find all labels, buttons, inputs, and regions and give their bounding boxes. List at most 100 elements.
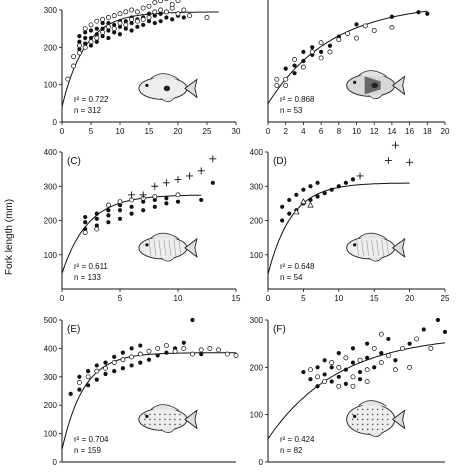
fish-scale-dot — [376, 413, 379, 416]
data-point — [88, 39, 94, 45]
data-point — [83, 214, 88, 220]
x-tick-label: 30 — [232, 127, 241, 136]
fish-illustration-icon — [346, 70, 406, 99]
fish-scale-line — [148, 239, 152, 256]
data-point — [350, 177, 356, 182]
fish-scale-dot — [169, 413, 171, 416]
data-point — [356, 172, 364, 180]
data-point — [190, 351, 195, 357]
data-point — [322, 358, 327, 363]
chart-panel: 0 5 10 15 20 25 100 200 300 400 (D) r² = 0.648 n = 5… — [250, 141, 450, 303]
fish-scale-dot — [381, 423, 384, 426]
fish-scale-line — [163, 239, 167, 256]
data-point — [164, 196, 169, 201]
data-point — [210, 180, 215, 185]
fish-scale-dot — [144, 423, 146, 426]
data-point — [274, 82, 280, 88]
data-point — [301, 187, 306, 192]
fish-scale-dot — [361, 428, 364, 431]
fish-scale-line — [173, 239, 177, 256]
y-tick-label: 400 — [44, 344, 58, 353]
x-tick-label: 10 — [116, 127, 125, 136]
fish-scale-dot — [174, 413, 176, 416]
data-point — [112, 22, 117, 28]
data-point — [77, 47, 82, 52]
fish-scale-dot — [149, 418, 151, 421]
data-point — [393, 358, 398, 363]
data-point — [100, 16, 106, 22]
data-point — [152, 204, 157, 209]
fish-anal-fin — [160, 428, 176, 433]
data-point — [400, 345, 405, 351]
data-point — [158, 0, 164, 4]
data-point — [365, 355, 370, 360]
fish-scale-dot — [366, 408, 369, 411]
fish-scale-dot — [149, 423, 151, 426]
data-point — [117, 216, 123, 221]
data-point — [82, 44, 88, 50]
y-tick-label: 100 — [44, 430, 58, 439]
fish-scale-dot — [371, 428, 374, 431]
data-point — [155, 353, 160, 358]
data-point — [416, 10, 421, 15]
data-point — [105, 202, 111, 208]
data-point — [318, 40, 324, 46]
data-point — [103, 365, 108, 371]
data-point — [345, 31, 351, 36]
fish-scale-dot — [381, 418, 384, 421]
data-point — [199, 197, 204, 203]
data-point — [94, 39, 99, 44]
data-point — [138, 360, 143, 365]
data-point — [86, 369, 91, 374]
fish-eye — [353, 80, 357, 84]
fish-eye — [353, 414, 357, 418]
data-point — [407, 341, 412, 346]
fish-scale-dot — [356, 418, 359, 421]
data-point — [425, 11, 430, 16]
data-point — [94, 211, 99, 216]
data-point — [287, 197, 292, 203]
y-tick-label: 500 — [44, 316, 58, 325]
fish-scale-dot — [159, 418, 161, 421]
x-tick-label: 25 — [203, 127, 212, 136]
fish-scale-dot — [371, 413, 374, 416]
data-point — [343, 180, 348, 185]
fish-dorsal-fin — [150, 404, 180, 411]
data-point — [83, 35, 88, 41]
x-tick-label: 0 — [266, 294, 271, 303]
data-point — [435, 317, 441, 323]
fish-scale-dot — [169, 423, 171, 426]
data-point — [106, 208, 111, 213]
data-point — [280, 218, 285, 223]
data-point — [175, 192, 181, 198]
data-point — [343, 367, 348, 372]
data-point — [300, 64, 306, 70]
y-tick-label: 300 — [44, 6, 58, 15]
y-tick-label: 200 — [44, 217, 58, 226]
data-point — [175, 199, 181, 204]
fish-scale-line — [153, 239, 157, 256]
data-point — [152, 20, 157, 26]
fish-illustration-icon — [346, 232, 406, 262]
sample-size-label: n = 82 — [280, 446, 303, 455]
fish-scale-dot — [366, 423, 369, 426]
fish-anal-fin — [368, 256, 383, 262]
r-squared-label: r² = 0.722 — [74, 95, 109, 104]
fish-scale-line — [366, 239, 369, 256]
data-point — [181, 340, 186, 345]
data-point — [112, 369, 117, 374]
data-point — [392, 367, 398, 373]
fish-scale-line — [371, 239, 374, 256]
data-point — [146, 348, 152, 354]
fish-scale-dot — [174, 418, 176, 421]
data-point — [315, 180, 320, 185]
growth-curve — [267, 342, 446, 440]
data-point — [112, 30, 117, 35]
fish-scale-dot — [366, 428, 369, 431]
fish-scale-dot — [159, 413, 161, 416]
data-point — [105, 15, 111, 20]
data-point — [83, 41, 88, 46]
data-point — [364, 367, 370, 373]
fish-scale-dot — [351, 413, 354, 416]
